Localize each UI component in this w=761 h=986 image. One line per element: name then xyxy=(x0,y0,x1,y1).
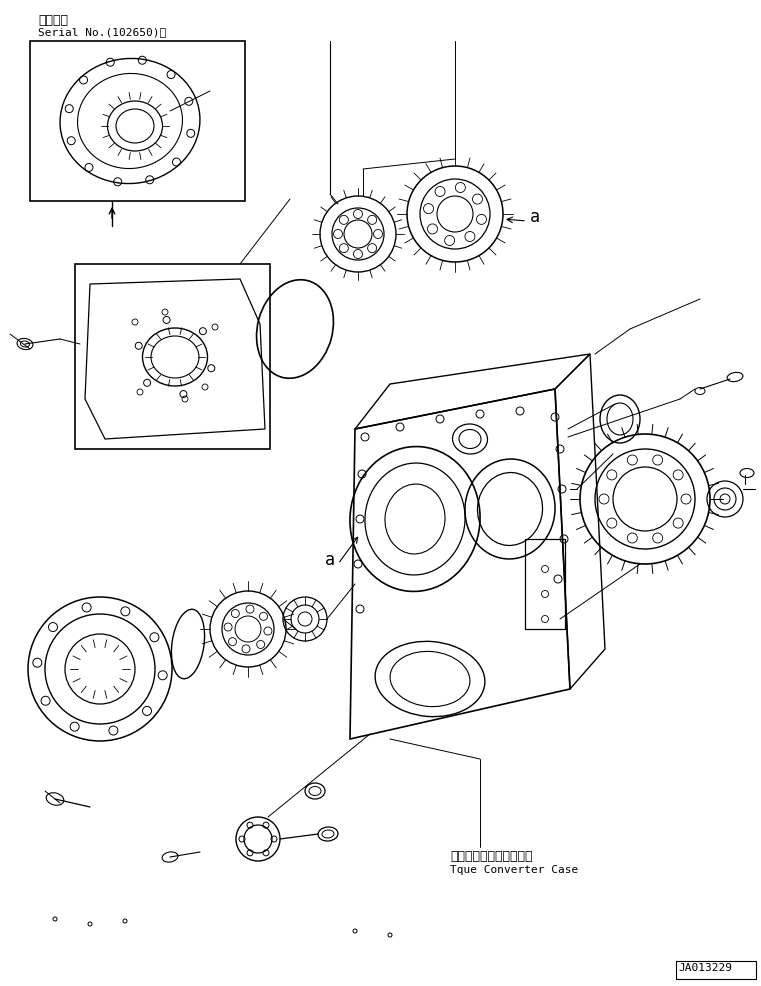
Bar xyxy=(676,961,756,979)
Text: トルクコンバータケース: トルクコンバータケース xyxy=(450,849,533,862)
Bar xyxy=(30,42,245,202)
Text: 適用号機: 適用号機 xyxy=(38,14,68,27)
Bar xyxy=(525,539,565,629)
Text: JA013229: JA013229 xyxy=(678,962,732,972)
Text: a: a xyxy=(530,208,540,226)
Text: Tque Converter Case: Tque Converter Case xyxy=(450,864,578,875)
Text: Serial No.(102650)～: Serial No.(102650)～ xyxy=(38,27,166,36)
Bar xyxy=(75,264,270,450)
Text: a: a xyxy=(325,550,335,568)
